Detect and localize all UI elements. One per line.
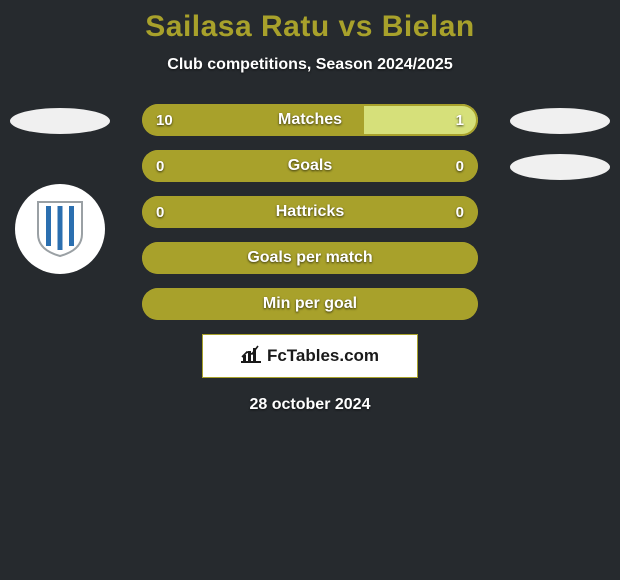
page-title: Sailasa Ratu vs Bielan [0,0,620,44]
subtitle: Club competitions, Season 2024/2025 [0,56,620,74]
stat-row: Goals per match [142,242,478,274]
stat-bar-right [364,104,478,136]
club-badge [15,184,105,274]
stat-bar-left [142,288,478,320]
player-right-secondary-placeholder [510,154,610,180]
stat-bar-left [142,196,478,228]
stat-bar-left [142,104,364,136]
stat-row: Goals00 [142,150,478,182]
player-right-avatar-placeholder [510,108,610,134]
comparison-bars: Matches101 Goals00 Hattricks00 Goals per ma… [142,104,478,320]
shield-icon [36,200,84,258]
brand-box: FcTables.com [202,334,418,378]
date-label: 28 october 2024 [0,396,620,414]
stat-row: Hattricks00 [142,196,478,228]
stats-area: Matches101 Goals00 Hattricks00 Goals per ma… [0,104,620,320]
player-left-avatar-placeholder [10,108,110,134]
stat-bar-left [142,242,478,274]
stat-bar-left [142,150,478,182]
stat-row: Matches101 [142,104,478,136]
brand-label: FcTables.com [267,346,379,366]
stat-row: Min per goal [142,288,478,320]
chart-icon [241,345,261,368]
